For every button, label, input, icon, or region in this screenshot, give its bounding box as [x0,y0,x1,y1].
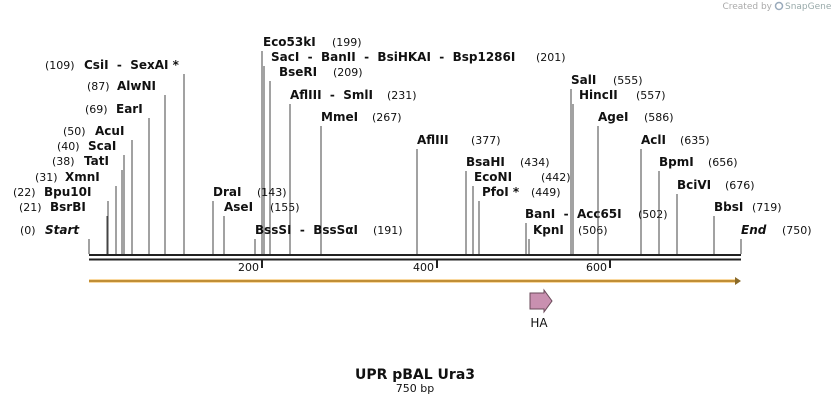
sequence-arrow [735,277,741,285]
site-position: (434) [520,156,550,169]
site-position: (191) [373,224,403,237]
site-name[interactable]: BssSI - BssSαI [255,223,358,237]
site-name[interactable]: AcuI [95,124,124,138]
site-name[interactable]: TatI [84,154,109,168]
brand-name[interactable]: SnapGene [785,2,832,12]
site-position: (201) [536,51,566,64]
site-name[interactable]: ScaI [88,139,116,153]
site-name[interactable]: Eco53kI [263,35,316,49]
site-name[interactable]: End [741,223,767,237]
site-position: (635) [680,134,710,147]
brand-logo [774,1,784,11]
site-position: (155) [270,201,300,214]
site-position: (38) [52,155,75,168]
site-position: (87) [87,80,110,93]
site-name[interactable]: EarI [116,102,143,116]
site-position: (40) [57,140,80,153]
site-name[interactable]: AflIII [417,133,449,147]
site-name[interactable]: AgeI [598,110,628,124]
site-position: (750) [782,224,812,237]
site-name[interactable]: BciVI [677,178,711,192]
site-position: (21) [19,201,42,214]
site-name[interactable]: Bpu10I [44,185,91,199]
site-position: (50) [63,125,86,138]
site-name[interactable]: BsrBI [50,200,86,214]
site-position: (267) [372,111,402,124]
site-name[interactable]: AseI [224,200,253,214]
site-name[interactable]: CsiI - SexAI * [84,58,180,72]
site-name[interactable]: Start [45,223,80,237]
site-position: (555) [613,74,643,87]
site-position: (586) [644,111,674,124]
brand-prefix: Created by [722,2,772,12]
site-name[interactable]: EcoNI [474,170,512,184]
ruler-label: 200 [238,261,259,274]
site-name[interactable]: AlwNI [117,79,156,93]
site-name[interactable]: KpnI [533,223,564,237]
feature-label[interactable]: HA [530,316,548,330]
site-name[interactable]: BpmI [659,155,694,169]
map-subtitle: 750 bp [396,382,434,395]
feature-arrow[interactable] [529,288,553,314]
site-position: (69) [85,103,108,116]
site-position: (31) [35,171,58,184]
site-name[interactable]: AflIII - SmlI [290,88,373,102]
site-position: (442) [541,171,571,184]
site-position: (506) [578,224,608,237]
site-position: (502) [638,208,668,221]
site-position: (676) [725,179,755,192]
site-position: (0) [20,224,36,237]
site-name[interactable]: SacI - BanII - BsiHKAI - Bsp1286I [271,50,515,64]
site-name[interactable]: SalI [571,73,596,87]
site-position: (377) [471,134,501,147]
site-position: (449) [531,186,561,199]
site-position: (143) [257,186,287,199]
site-position: (231) [387,89,417,102]
site-name[interactable]: PfoI * [482,185,520,199]
map-title: UPR pBAL Ura3 [355,367,475,383]
site-name[interactable]: AclI [641,133,666,147]
site-position: (656) [708,156,738,169]
site-name[interactable]: HincII [579,88,618,102]
site-name[interactable]: MmeI [321,110,358,124]
site-name[interactable]: XmnI [65,170,100,184]
site-name[interactable]: BsaHI [466,155,505,169]
site-position: (557) [636,89,666,102]
site-name[interactable]: BseRI [279,65,317,79]
site-name[interactable]: BbsI [714,200,743,214]
ruler-label: 400 [413,261,434,274]
ruler-label: 600 [586,261,607,274]
site-position: (209) [333,66,363,79]
site-position: (719) [752,201,782,214]
site-name[interactable]: DraI [213,185,241,199]
site-position: (109) [45,59,75,72]
site-position: (22) [13,186,36,199]
site-position: (199) [332,36,362,49]
